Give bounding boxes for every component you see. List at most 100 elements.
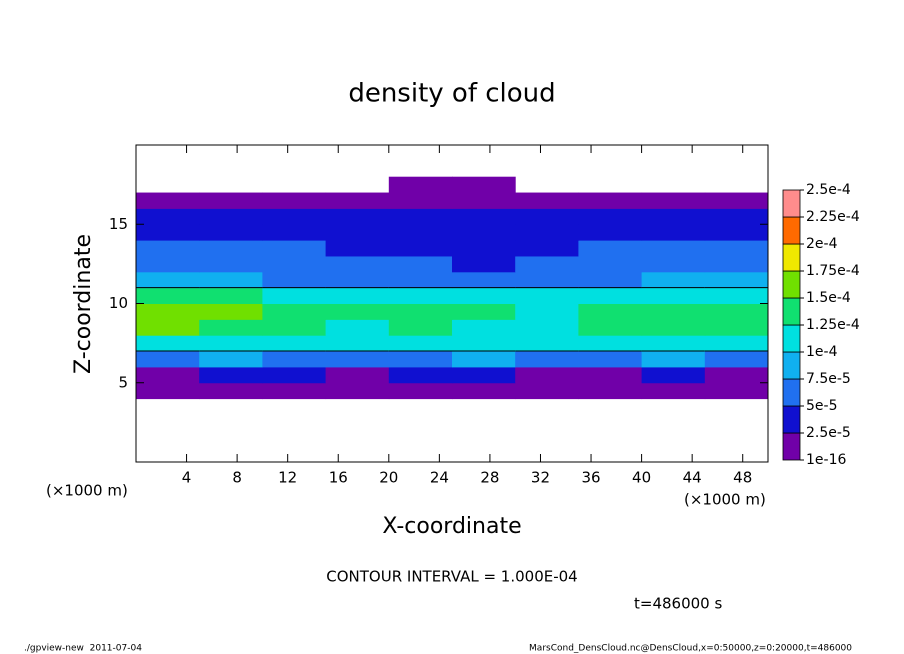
heat-cell — [388, 271, 453, 289]
heat-cell — [199, 335, 263, 352]
heat-cell — [704, 224, 769, 241]
heat-cell — [578, 192, 643, 209]
heat-cell — [515, 240, 579, 257]
heat-cell — [515, 319, 579, 336]
heat-cell — [325, 224, 390, 241]
colorbar-label: 1.25e-4 — [806, 317, 860, 333]
colorbar-label: 1.5e-4 — [806, 290, 851, 306]
colorbar-box — [782, 432, 801, 461]
heat-cell — [325, 319, 390, 336]
heat-cell — [262, 303, 327, 320]
heat-cell — [515, 192, 579, 209]
heat-cell — [388, 382, 453, 400]
heat-cell — [136, 208, 200, 225]
y-tick-label: 15 — [109, 215, 128, 233]
heat-cell — [641, 382, 706, 400]
heat-cell — [704, 208, 769, 225]
heat-cell — [136, 287, 200, 304]
heat-cell — [388, 176, 453, 194]
heat-cell — [515, 382, 579, 400]
heat-cell — [578, 351, 643, 368]
heat-cell — [578, 319, 643, 336]
heat-cell — [262, 335, 327, 352]
heat-cell — [388, 240, 453, 257]
colorbar-label: 7.5e-5 — [806, 371, 851, 387]
heat-cell — [641, 319, 706, 336]
heat-cell — [199, 255, 263, 273]
heat-cell — [325, 255, 390, 273]
colorbar-label: 2.5e-4 — [806, 182, 851, 198]
heat-cell — [452, 319, 516, 336]
heat-cell — [704, 271, 769, 289]
heat-cell — [199, 208, 263, 225]
heat-cell — [199, 303, 263, 320]
heat-cell — [452, 366, 516, 384]
heat-cell — [388, 351, 453, 368]
x-tick-label: 32 — [531, 469, 550, 487]
heat-cell — [452, 224, 516, 241]
heat-cell — [515, 208, 579, 225]
heat-cell — [515, 224, 579, 241]
heat-cell — [262, 224, 327, 241]
heat-cell — [325, 208, 390, 225]
x-tick-label: 36 — [581, 469, 600, 487]
x-tick-label: 44 — [683, 469, 702, 487]
heat-cell — [136, 255, 200, 273]
chart-title: density of cloud — [348, 79, 555, 109]
heat-cell — [136, 319, 200, 336]
heat-cell — [641, 366, 706, 384]
heat-cell — [388, 319, 453, 336]
heat-cell — [199, 271, 263, 289]
heat-cell — [704, 240, 769, 257]
heat-cell — [262, 255, 327, 273]
heat-cell — [262, 271, 327, 289]
heat-cell — [452, 335, 516, 352]
heat-cell — [262, 208, 327, 225]
heat-cell — [704, 382, 769, 400]
footer-left: ./gpview-new 2011-07-04 — [24, 644, 142, 654]
heat-cell — [704, 303, 769, 320]
heat-cell — [136, 351, 200, 368]
heat-cell — [388, 224, 453, 241]
heat-cell — [578, 255, 643, 273]
heat-cell — [388, 255, 453, 273]
heat-cell — [325, 303, 390, 320]
contour-note: CONTOUR INTERVAL = 1.000E-04 — [326, 568, 577, 586]
colorbar-label: 1e-4 — [806, 344, 838, 360]
heat-cell — [704, 287, 769, 304]
x-axis-label: X-coordinate — [382, 514, 521, 539]
heat-cell — [452, 240, 516, 257]
colorbar-box — [782, 189, 801, 218]
heat-cell — [199, 192, 263, 209]
heat-cell — [452, 192, 516, 209]
heat-cell — [515, 335, 579, 352]
heat-cell — [199, 382, 263, 400]
x-tick-label: 24 — [430, 469, 449, 487]
heat-cell — [136, 335, 200, 352]
heat-cell — [136, 271, 200, 289]
heat-cell — [452, 176, 516, 194]
x-tick-label: 8 — [232, 469, 242, 487]
heat-cell — [199, 366, 263, 384]
heat-cell — [325, 335, 390, 352]
heat-cell — [325, 382, 390, 400]
heat-cell — [325, 240, 390, 257]
heat-cell — [704, 366, 769, 384]
y-tick-label: 10 — [109, 294, 128, 312]
heat-cell — [515, 366, 579, 384]
heat-cell — [262, 351, 327, 368]
heat-cell — [199, 240, 263, 257]
heat-cell — [641, 351, 706, 368]
heat-cell — [325, 192, 390, 209]
colorbar-box — [782, 324, 801, 353]
colorbar-label: 2.5e-5 — [806, 425, 851, 441]
heat-cell — [325, 366, 390, 384]
heat-cell — [199, 319, 263, 336]
heat-cell — [388, 303, 453, 320]
colorbar-box — [782, 270, 801, 299]
heat-cell — [452, 208, 516, 225]
heat-cell — [199, 351, 263, 368]
colorbar-box — [782, 297, 801, 326]
heat-cell — [262, 319, 327, 336]
